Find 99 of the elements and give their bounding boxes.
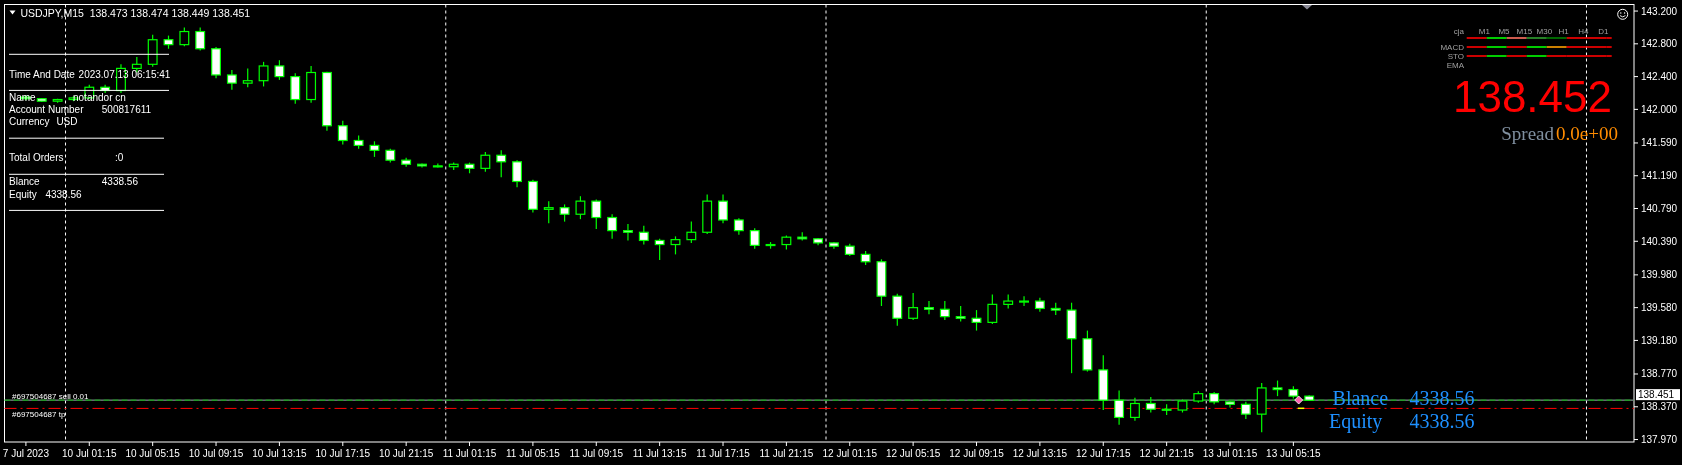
y-tick-label: 141.190 [1641, 170, 1678, 182]
y-tick-label: 142.000 [1641, 103, 1678, 115]
x-tick-label: 11 Jul 21:15 [759, 447, 814, 459]
x-tick-label: 12 Jul 17:15 [1076, 447, 1131, 459]
candlestick [480, 151, 491, 173]
x-tick-label: 10 Jul 01:15 [62, 447, 117, 459]
annotation: :0 [115, 152, 124, 163]
annotation: 0.0e+00 [1556, 122, 1618, 144]
x-tick-label: 11 Jul 05:15 [506, 447, 561, 459]
annotation: STO [1447, 51, 1464, 61]
candlestick [924, 300, 934, 315]
x-tick-label: 13 Jul 01:15 [1202, 447, 1258, 459]
annotation: 4338.56 [1409, 387, 1475, 409]
annotation: Name [9, 92, 37, 103]
annotation: 4338.56 [1409, 409, 1475, 432]
y-tick-label: 139.180 [1641, 334, 1678, 346]
candlestick [638, 225, 649, 246]
annotation: 4338.56 [101, 176, 139, 188]
y-tick-label: 142.400 [1641, 71, 1678, 83]
ref-line-label: 138.451 [1638, 389, 1675, 401]
annotation: Account Number [9, 104, 85, 115]
candlestick [670, 235, 681, 255]
x-tick-label: 7 Jul 2023 [2, 447, 50, 459]
candlestick [686, 221, 697, 244]
candlestick [179, 26, 190, 47]
annotation: Spread [1501, 122, 1555, 144]
x-tick-label: 12 Jul 01:15 [822, 447, 878, 459]
annotation: M30 [1536, 27, 1553, 36]
candlestick [908, 292, 919, 321]
candlestick [987, 293, 998, 325]
y-tick-label: 138.370 [1641, 401, 1678, 413]
annotation: M15 [1516, 27, 1533, 36]
x-tick-label: 10 Jul 13:15 [252, 447, 308, 459]
y-tick-label: 140.390 [1641, 235, 1678, 247]
candlestick [939, 300, 950, 321]
y-tick-label: 139.580 [1641, 302, 1678, 314]
candlestick [607, 213, 618, 240]
x-tick-label: 11 Jul 17:15 [696, 447, 751, 459]
candlestick [1114, 389, 1125, 426]
annotation: Total Orders [9, 152, 64, 163]
annotation: USD [56, 116, 78, 128]
y-tick-label: 140.790 [1641, 203, 1678, 214]
candlestick [892, 293, 903, 327]
candlestick [591, 198, 602, 230]
y-tick-label: 142.800 [1641, 38, 1678, 50]
annotation: D1 [1598, 27, 1609, 36]
candlestick [1019, 295, 1029, 307]
y-tick-label: 141.590 [1641, 137, 1678, 149]
candlestick [242, 67, 253, 88]
x-tick-label: 10 Jul 05:15 [125, 447, 181, 459]
candlestick [654, 238, 665, 261]
annotation: 138.452 [1452, 72, 1612, 121]
annotation: M1 [1478, 27, 1491, 36]
candlestick [195, 26, 206, 51]
candlestick [512, 159, 523, 188]
candlestick [226, 69, 237, 91]
candlestick [290, 72, 301, 105]
annotation: Currency [9, 116, 50, 128]
y-tick-label: 138.770 [1641, 368, 1678, 380]
x-tick-label: 12 Jul 09:15 [949, 447, 1005, 459]
candlestick [749, 227, 760, 250]
x-tick-label: 10 Jul 17:15 [315, 447, 371, 459]
x-tick-label: 11 Jul 09:15 [569, 447, 624, 459]
candlestick [337, 120, 348, 146]
annotation: EMA [1446, 60, 1465, 70]
x-tick-label: 12 Jul 05:15 [885, 447, 941, 459]
candlestick [1129, 397, 1140, 422]
x-tick-label: 12 Jul 13:15 [1012, 447, 1068, 459]
candlestick [971, 309, 982, 332]
candlestick [718, 193, 728, 224]
y-tick-label: 137.970 [1641, 434, 1678, 446]
annotation: M5 [1498, 27, 1511, 36]
candlestick [496, 149, 507, 178]
chart-title: USDJPY,M15 138.473 138.474 138.449 138.451 [20, 6, 251, 19]
y-tick-label: 139.980 [1641, 269, 1678, 281]
x-tick-label: 10 Jul 09:15 [188, 447, 244, 459]
annotation: Equity [9, 188, 37, 200]
annotation: 500817611 [101, 104, 152, 115]
x-tick-label: 13 Jul 05:15 [1266, 447, 1322, 459]
candlestick [543, 200, 554, 224]
annotation: cja [1453, 27, 1465, 36]
ref-line-label: #697504687 tp [12, 410, 66, 420]
candlestick [258, 61, 269, 88]
x-tick-label: 10 Jul 21:15 [378, 447, 434, 459]
annotation: H4 [1578, 27, 1589, 36]
x-tick-label: 12 Jul 21:15 [1139, 447, 1195, 459]
candlestick [575, 195, 586, 220]
candlestick [274, 59, 285, 81]
annotation: Time And Date [9, 68, 76, 80]
candlestick [623, 223, 633, 242]
annotation: 4338.56 [45, 188, 82, 200]
annotation: MACD [1440, 42, 1465, 52]
x-tick-label: 11 Jul 13:15 [632, 447, 687, 459]
x-tick-label: 11 Jul 01:15 [442, 447, 497, 459]
annotation: H1 [1558, 27, 1570, 36]
y-tick-label: 143.200 [1641, 5, 1678, 17]
annotation: Equity [1329, 409, 1383, 433]
annotation: Blance [1332, 387, 1389, 409]
annotation: Blance [9, 176, 41, 188]
